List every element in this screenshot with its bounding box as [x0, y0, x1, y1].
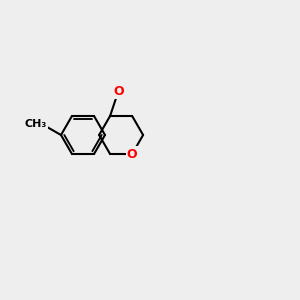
Text: CH₃: CH₃	[25, 119, 47, 129]
Text: O: O	[127, 148, 137, 160]
Text: O: O	[113, 85, 124, 98]
